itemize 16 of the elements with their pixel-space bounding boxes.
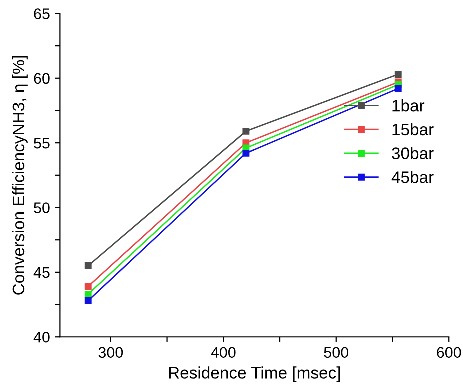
y-tick-label: 65 — [34, 8, 50, 20]
y-axis-title: Conversion EfficiencyNH3, η [%] — [12, 56, 28, 295]
x-tick-label: 400 — [211, 347, 236, 358]
legend-label: 30bar — [392, 147, 434, 160]
legend-label: 1bar — [392, 100, 425, 112]
x-tick-label: 600 — [437, 347, 462, 358]
x-tick-label: 500 — [324, 347, 349, 358]
y-tick-label: 40 — [34, 332, 50, 343]
y-tick-label: 60 — [34, 73, 50, 84]
x-axis-title: Residence Time [msec] — [169, 366, 340, 382]
y-tick-label: 50 — [34, 202, 50, 214]
legend-label: 15bar — [392, 123, 434, 136]
y-tick-label: 45 — [34, 267, 50, 278]
y-tick-label: 55 — [34, 138, 50, 149]
legend-label: 45bar — [392, 171, 434, 184]
x-tick-label: 300 — [98, 347, 124, 358]
